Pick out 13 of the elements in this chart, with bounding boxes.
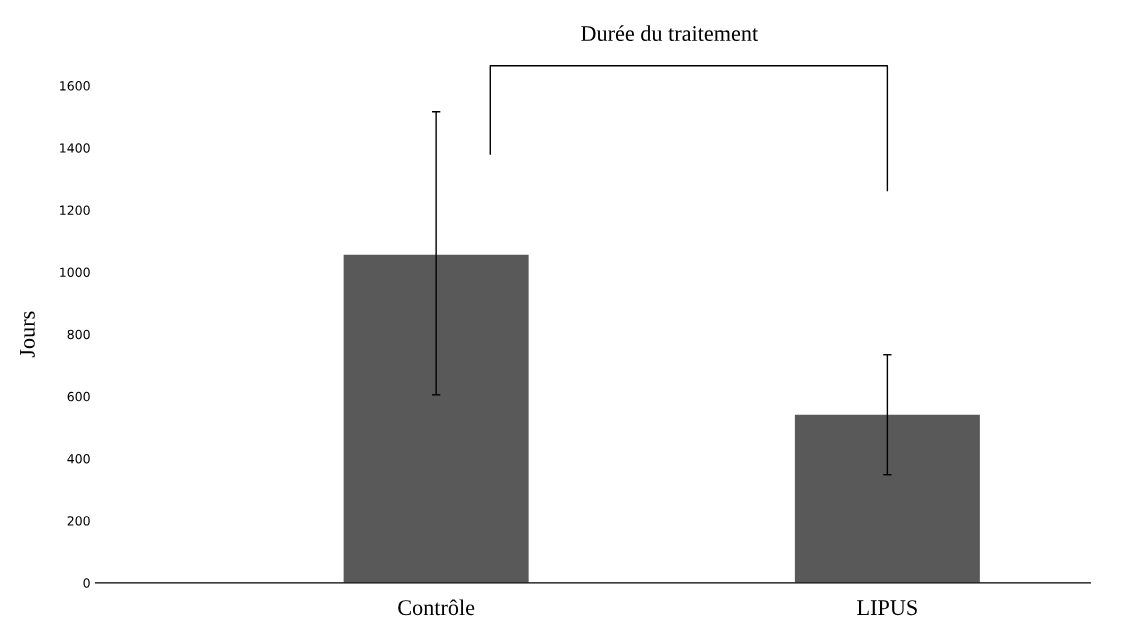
y-axis-title: Jours xyxy=(20,311,35,358)
y-tick-label: 800 xyxy=(67,329,90,340)
y-tick-label: 200 xyxy=(67,516,90,526)
y-tick-label: 1200 xyxy=(60,205,90,215)
x-tick-label: Contrôle xyxy=(398,599,475,616)
y-tick-label: 1400 xyxy=(60,143,90,153)
y-tick-label: 0 xyxy=(83,578,90,588)
x-tick-label: LIPUS xyxy=(857,600,917,616)
y-tick-label: 1600 xyxy=(60,81,90,91)
y-tick-label: 600 xyxy=(67,391,90,402)
y-tick-label: 1000 xyxy=(60,267,90,278)
text: Durée du traitement xyxy=(581,25,759,41)
y-tick-label: 400 xyxy=(67,454,90,464)
